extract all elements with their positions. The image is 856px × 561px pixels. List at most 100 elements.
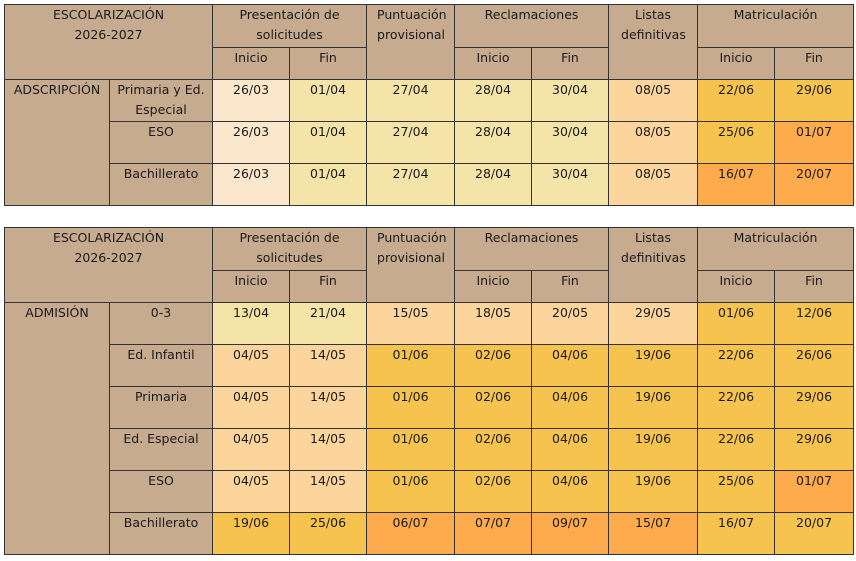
- table-row: ADSCRIPCIÓN Primaria y Ed. Especial 26/03 0…: [4, 79, 855, 206]
- date-cell: 14/05: [289, 386, 368, 429]
- date-cell: 20/07: [774, 163, 855, 206]
- date-cell: 30/04: [531, 163, 610, 206]
- title-line-2: 2026-2027: [74, 27, 143, 42]
- date-cell: 20/05: [531, 302, 610, 345]
- date-cell: 15/05: [366, 302, 456, 345]
- date-cell: 26/03: [212, 121, 291, 164]
- row-label: Ed. Infantil: [108, 344, 214, 387]
- date-cell: 14/05: [289, 428, 368, 471]
- header-listas: Listas definitivas: [608, 227, 699, 303]
- header-presentacion: Presentación de solicitudes: [212, 227, 368, 271]
- date-cell: 27/04: [366, 121, 456, 164]
- date-cell: 02/06: [454, 386, 533, 429]
- date-cell: 01/06: [366, 428, 456, 471]
- header-presentacion: Presentación de solicitudes: [212, 4, 368, 48]
- date-cell: 25/06: [697, 121, 776, 164]
- date-cell: 04/05: [212, 344, 291, 387]
- date-cell: 01/07: [774, 470, 855, 513]
- date-cell: 13/04: [212, 302, 291, 345]
- date-cell: 04/06: [531, 344, 610, 387]
- header-inicio: Inicio: [212, 47, 291, 80]
- date-cell: 16/07: [697, 163, 776, 206]
- header-fin: Fin: [774, 270, 855, 303]
- header-inicio: Inicio: [454, 47, 533, 80]
- date-cell: 01/06: [366, 470, 456, 513]
- date-cell: 01/04: [289, 121, 368, 164]
- table-row: ADMISIÓN 0-3 13/04 21/04 15/05 18/05 20/05 29/0…: [4, 302, 855, 555]
- date-cell: 25/06: [697, 470, 776, 513]
- date-cell: 08/05: [608, 79, 699, 122]
- date-cell: 19/06: [608, 344, 699, 387]
- date-cell: 22/06: [697, 79, 776, 122]
- date-cell: 07/07: [454, 512, 533, 555]
- date-cell: 30/04: [531, 121, 610, 164]
- table-row: Primaria 04/05 14/05 01/06 02/06 04/06 19/06 22…: [5, 386, 855, 429]
- date-cell: 26/03: [212, 163, 291, 206]
- table-row: ESO 26/03 01/04 27/04 28/04 30/04 08/05 25/06 01…: [5, 121, 855, 164]
- row-label: Primaria: [108, 386, 214, 429]
- table-row: Ed. Especial 04/05 14/05 01/06 02/06 04/06 19/…: [5, 428, 855, 471]
- date-cell: 21/04: [289, 302, 368, 345]
- header-fin: Fin: [531, 270, 610, 303]
- header-inicio: Inicio: [697, 47, 776, 80]
- date-cell: 27/04: [366, 163, 456, 206]
- date-cell: 22/06: [697, 386, 776, 429]
- date-cell: 25/06: [289, 512, 368, 555]
- row-label: ESO: [108, 470, 214, 513]
- table-title: ESCOLARIZACIÓN 2026-2027: [3, 227, 214, 303]
- header-matriculacion: Matriculación: [697, 4, 855, 48]
- row-label: Bachillerato: [108, 163, 214, 206]
- date-cell: 22/06: [697, 344, 776, 387]
- date-cell: 04/06: [531, 386, 610, 429]
- row-label: Ed. Especial: [108, 428, 214, 471]
- date-cell: 04/05: [212, 470, 291, 513]
- table-row: Bachillerato 19/06 25/06 06/07 07/07 09/07 15/…: [5, 512, 855, 555]
- date-cell: 04/06: [531, 428, 610, 471]
- date-cell: 02/06: [454, 470, 533, 513]
- table-body: ADSCRIPCIÓN Primaria y Ed. Especial 26/03 0…: [4, 79, 855, 206]
- row-label: Primaria y Ed. Especial: [108, 79, 214, 122]
- row-label: ESO: [108, 121, 214, 164]
- table-row: ESO 04/05 14/05 01/06 02/06 04/06 19/06 25/06 01…: [5, 470, 855, 513]
- title-line-2: 2026-2027: [74, 250, 143, 265]
- date-cell: 28/04: [454, 121, 533, 164]
- date-cell: 22/06: [697, 428, 776, 471]
- date-cell: 14/05: [289, 470, 368, 513]
- date-cell: 12/06: [774, 302, 855, 345]
- header-fin: Fin: [289, 47, 368, 80]
- header-inicio: Inicio: [697, 270, 776, 303]
- date-cell: 27/04: [366, 79, 456, 122]
- date-cell: 01/04: [289, 79, 368, 122]
- header-matriculacion: Matriculación: [697, 227, 855, 271]
- title-line-1: ESCOLARIZACIÓN: [52, 230, 165, 245]
- date-cell: 19/06: [608, 386, 699, 429]
- title-line-1: ESCOLARIZACIÓN: [52, 7, 165, 22]
- header-puntuacion: Puntuación provisional: [366, 4, 456, 80]
- date-cell: 02/06: [454, 428, 533, 471]
- date-cell: 01/06: [366, 386, 456, 429]
- header-listas: Listas definitivas: [608, 4, 699, 80]
- date-cell: 29/06: [774, 386, 855, 429]
- date-cell: 01/06: [697, 302, 776, 345]
- header-puntuacion: Puntuación provisional: [366, 227, 456, 303]
- section-label: ADMISIÓN: [4, 302, 110, 555]
- date-cell: 14/05: [289, 344, 368, 387]
- date-cell: 04/05: [212, 428, 291, 471]
- date-cell: 19/06: [608, 428, 699, 471]
- date-cell: 04/05: [212, 386, 291, 429]
- date-cell: 19/06: [212, 512, 291, 555]
- date-cell: 08/05: [608, 121, 699, 164]
- date-cell: 29/06: [774, 79, 855, 122]
- date-cell: 06/07: [366, 512, 456, 555]
- table-row: Ed. Infantil 04/05 14/05 01/06 02/06 04/06 19/…: [5, 344, 855, 387]
- date-cell: 18/05: [454, 302, 533, 345]
- date-cell: 28/04: [454, 163, 533, 206]
- date-cell: 09/07: [531, 512, 610, 555]
- admision-table: ESCOLARIZACIÓN 2026-2027 Presentación de…: [3, 227, 855, 555]
- date-cell: 15/07: [608, 512, 699, 555]
- row-label: 0-3: [108, 302, 214, 345]
- date-cell: 16/07: [697, 512, 776, 555]
- date-cell: 08/05: [608, 163, 699, 206]
- date-cell: 30/04: [531, 79, 610, 122]
- header-reclamaciones: Reclamaciones: [454, 4, 610, 48]
